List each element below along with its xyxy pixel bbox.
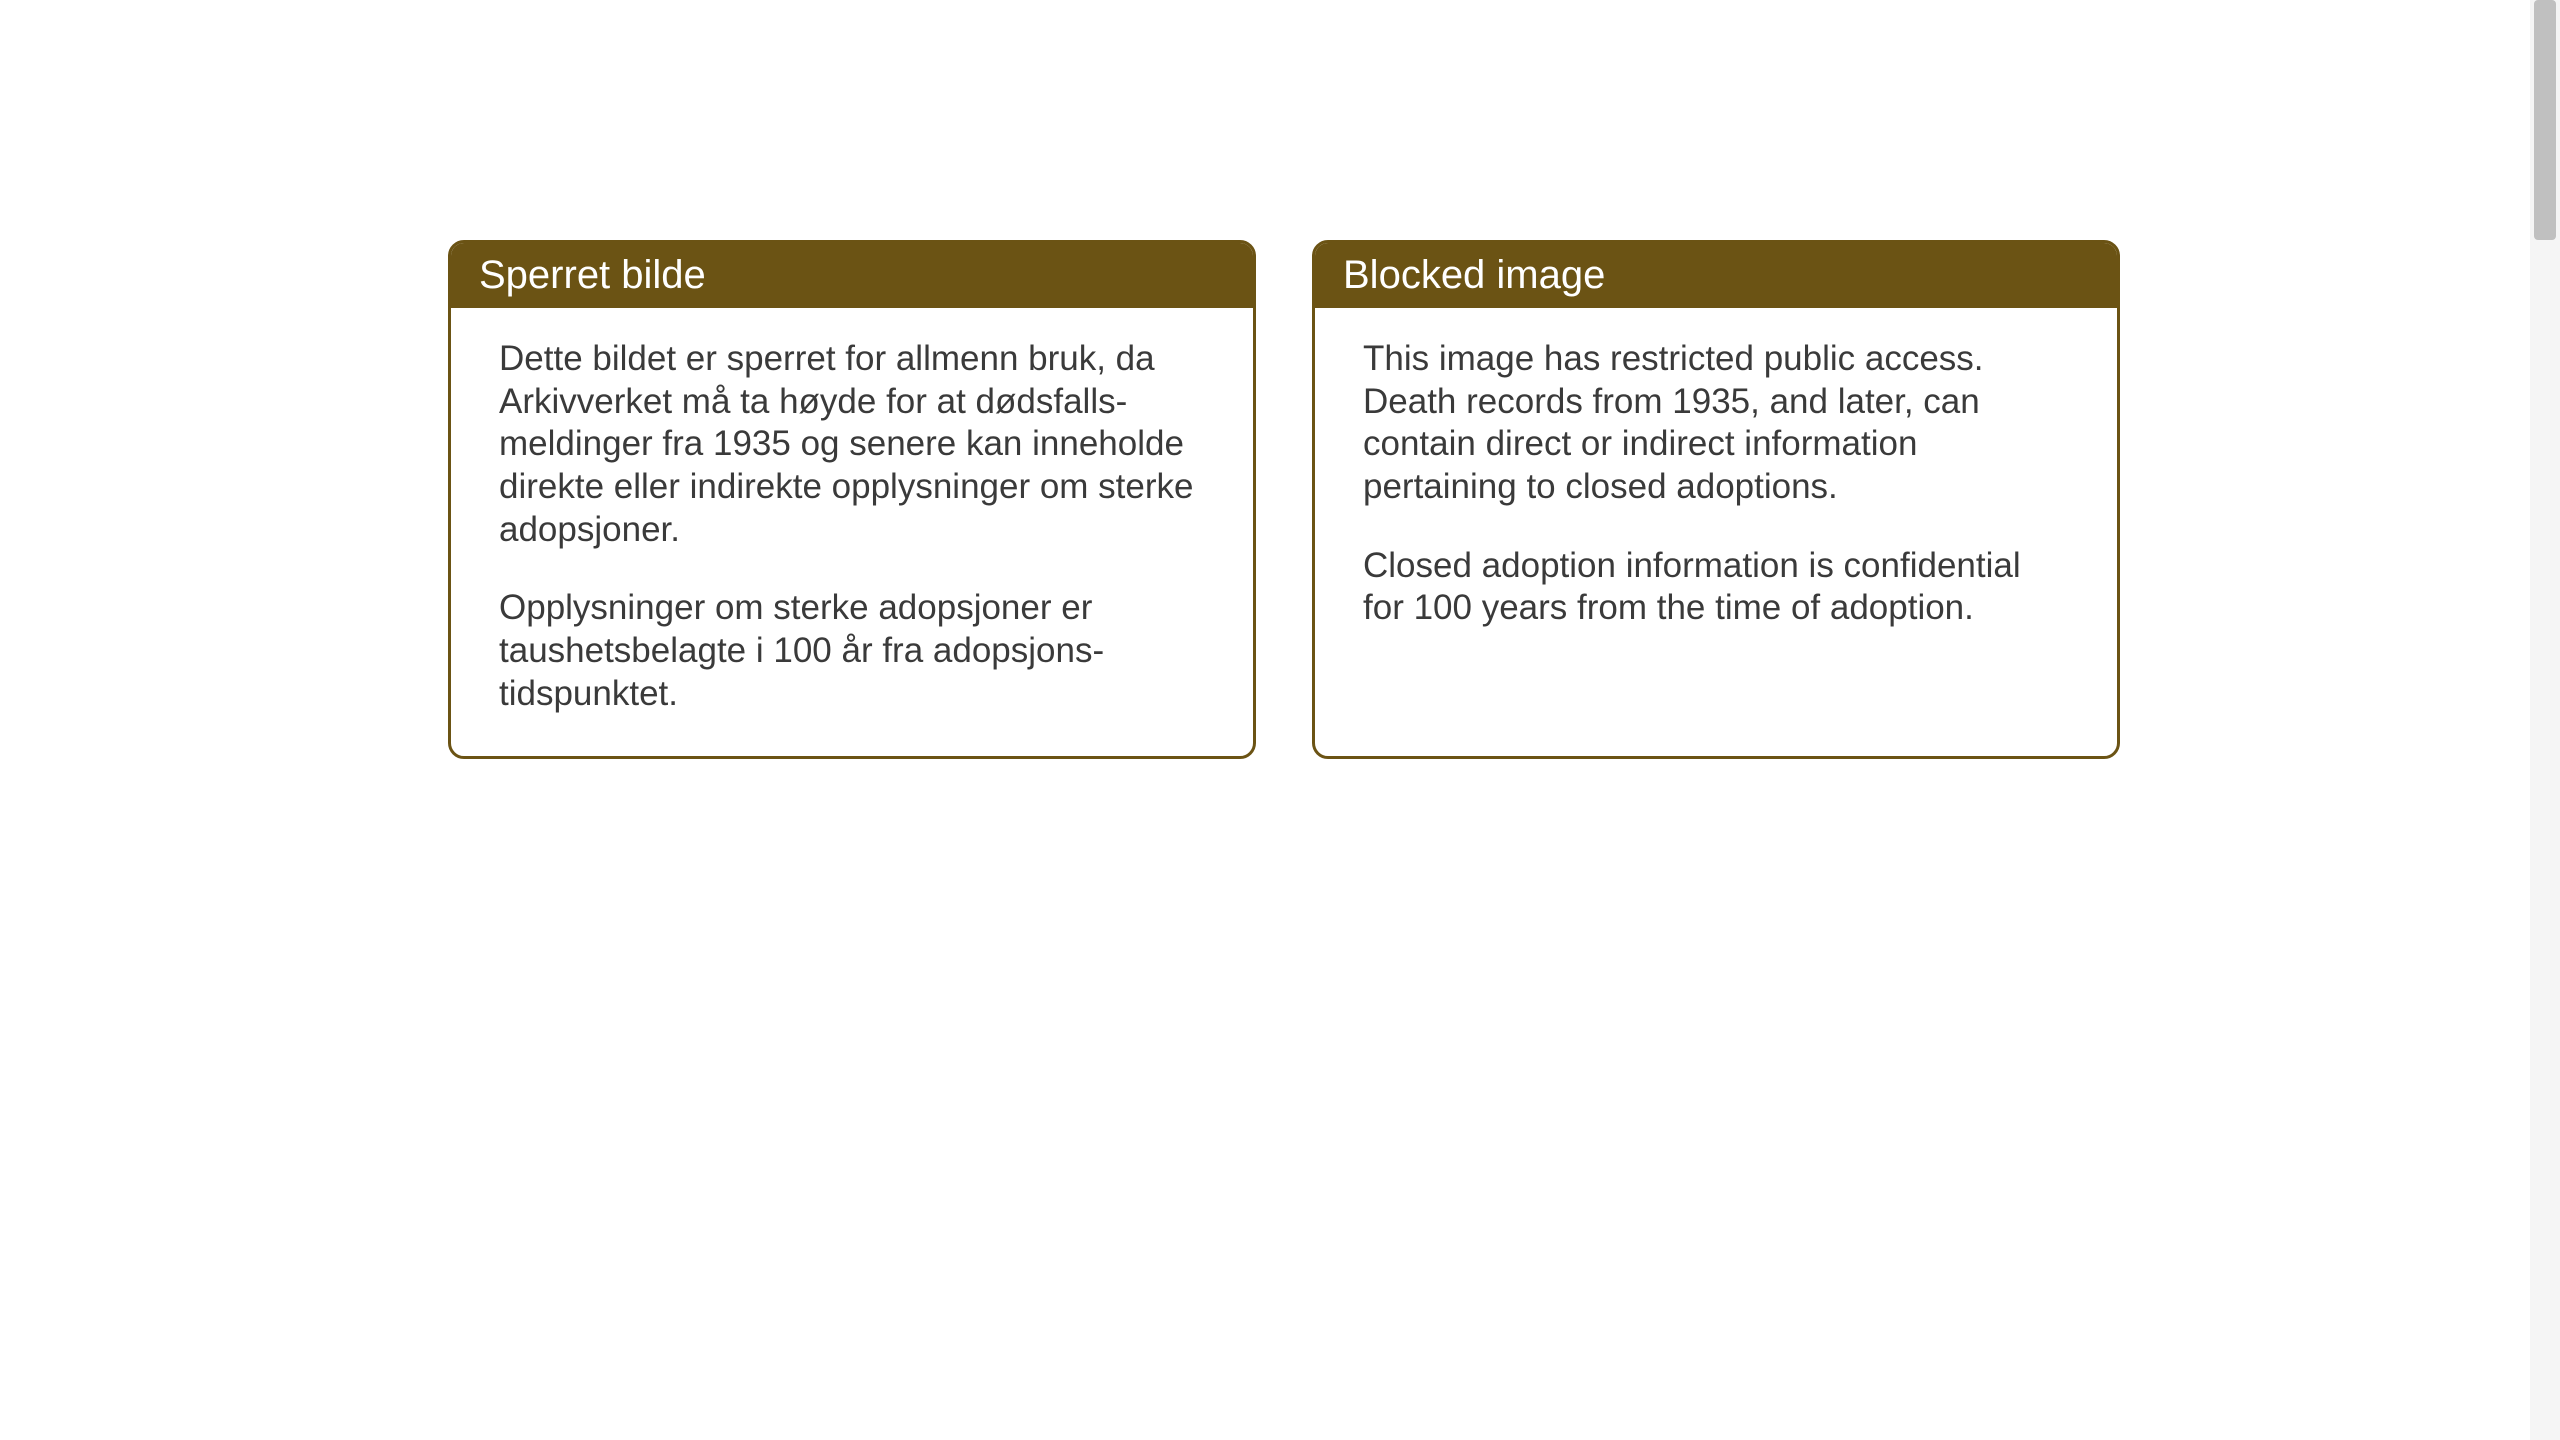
card-paragraph-norwegian-1: Dette bildet er sperret for allmenn bruk… [499,338,1205,551]
card-paragraph-norwegian-2: Opplysninger om sterke adopsjoner er tau… [499,587,1205,715]
scrollbar-track[interactable] [2530,0,2560,1440]
card-paragraph-english-1: This image has restricted public access.… [1363,338,2069,509]
card-body-norwegian: Dette bildet er sperret for allmenn bruk… [451,308,1253,756]
card-title-norwegian: Sperret bilde [479,253,706,297]
notice-card-english: Blocked image This image has restricted … [1312,240,2120,759]
notice-card-norwegian: Sperret bilde Dette bildet er sperret fo… [448,240,1256,759]
card-title-english: Blocked image [1343,253,1605,297]
notice-container: Sperret bilde Dette bildet er sperret fo… [448,240,2120,759]
card-header-english: Blocked image [1315,243,2117,308]
card-header-norwegian: Sperret bilde [451,243,1253,308]
scrollbar-thumb[interactable] [2534,0,2556,240]
card-paragraph-english-2: Closed adoption information is confident… [1363,545,2069,630]
card-body-english: This image has restricted public access.… [1315,308,2117,670]
